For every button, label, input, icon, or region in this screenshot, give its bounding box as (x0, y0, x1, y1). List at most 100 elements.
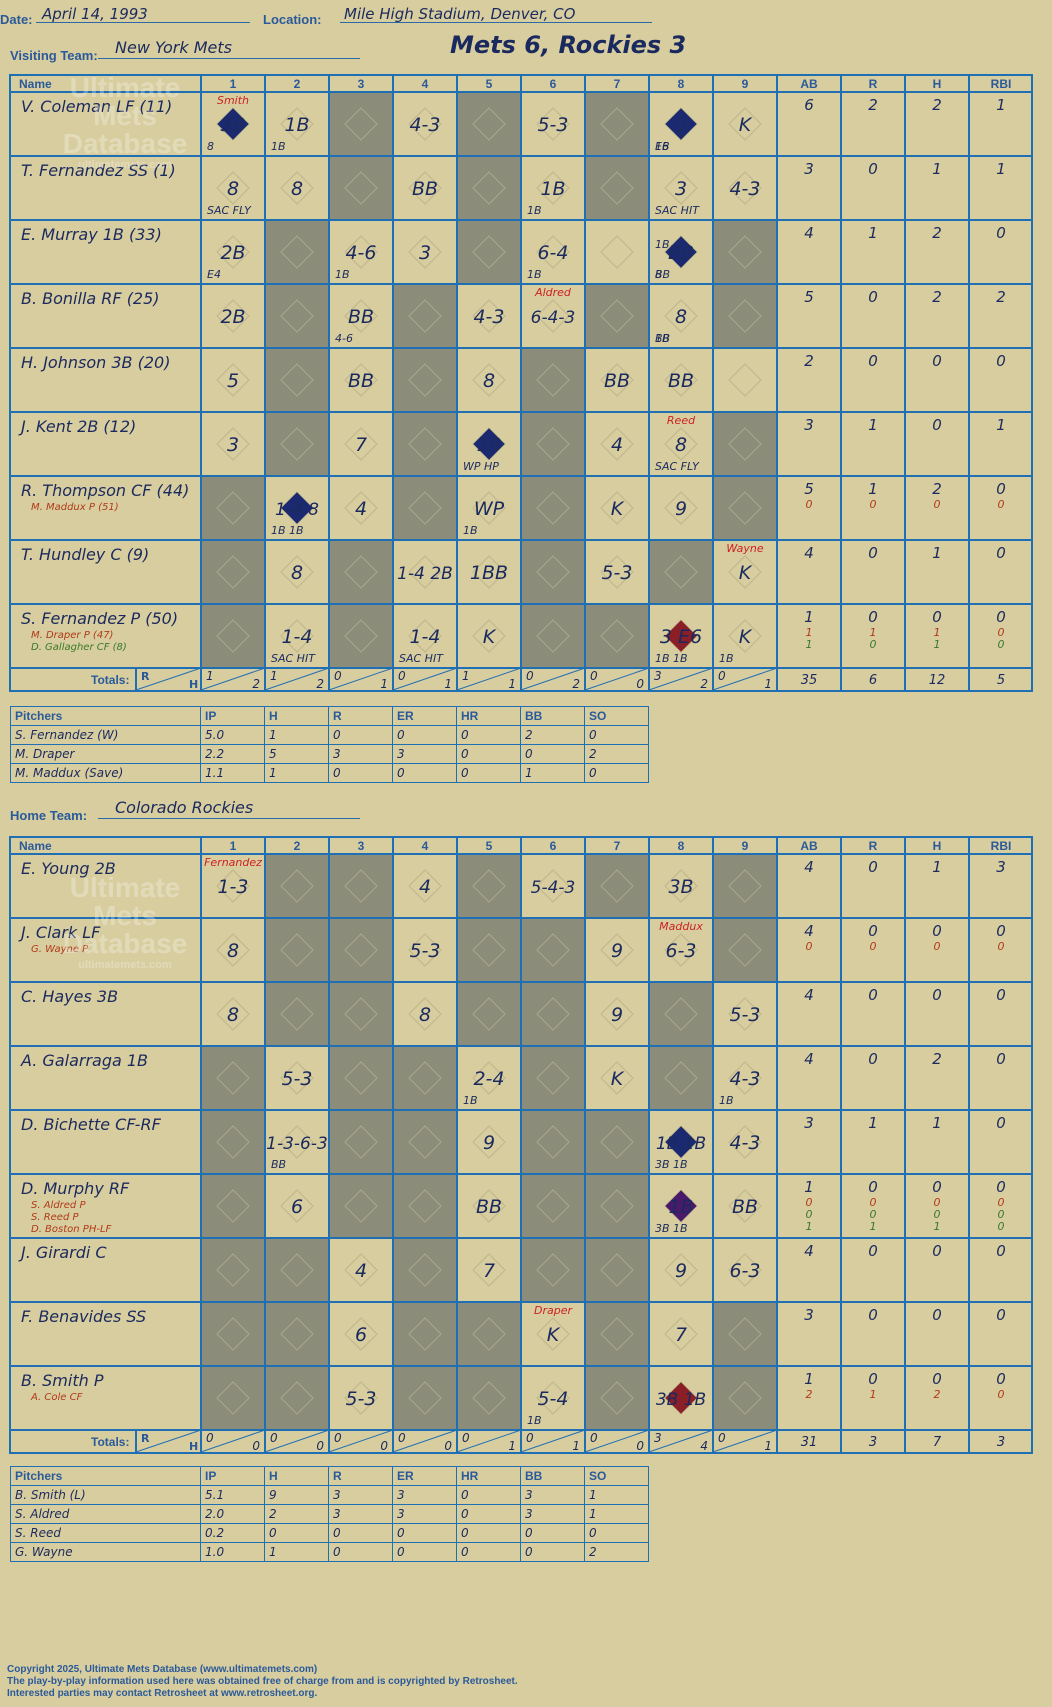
home-play-notation: 3B (668, 876, 693, 898)
visitors-player-stat: 4 (804, 544, 814, 562)
home-diamond (344, 933, 378, 967)
visitors-diamond (536, 427, 570, 461)
home-inning-runs: 0 (334, 1431, 342, 1445)
visitors-pitch-cell: 0 (328, 763, 393, 783)
visitors-diamond (280, 299, 314, 333)
visitors-player-stat: 0 (998, 626, 1005, 639)
visitors-play-notation: 5-3 (537, 114, 568, 136)
visitors-player-stat: 1 (932, 544, 942, 562)
home-player-stat: 0 (806, 940, 813, 953)
home-cell (713, 1366, 777, 1430)
home-pitch-header: SO (584, 1466, 649, 1486)
visitors-play-notation: 8 (291, 178, 303, 200)
visitors-cell (713, 412, 777, 476)
visitors-diamond (600, 619, 634, 653)
visitors-pitch-cell: 1 (264, 763, 329, 783)
visitors-diamond (536, 299, 570, 333)
home-inning-hits: 0 (380, 1439, 388, 1452)
table-row: M. Draper 2.2 5 3 3 0 0 2 (10, 744, 649, 764)
visitors-player-stat: 2 (996, 288, 1006, 306)
visitors-play-note: 1B 1B (655, 652, 688, 665)
footer-copyright: Copyright 2025, Ultimate Mets Database (… (7, 1664, 318, 1675)
home-stat-header: RBI (991, 839, 1012, 853)
home-diamond (664, 997, 698, 1031)
home-cell (521, 1238, 585, 1302)
home-player-stat: 0 (806, 1196, 813, 1209)
home-diamond (536, 933, 570, 967)
visitors-diamond (728, 427, 762, 461)
home-pitch-header: HR (456, 1466, 521, 1486)
visitors-play-notation: 3B (220, 114, 245, 136)
visitors-play-notation: WP (474, 498, 505, 520)
visitors-diamond (664, 235, 698, 269)
home-cell (521, 918, 585, 982)
game-date: April 14, 1993 (42, 5, 148, 23)
home-play-note: 3B 1B (655, 1158, 688, 1171)
visitors-inning-runs: 0 (590, 669, 598, 683)
home-play-notation: BB (732, 1196, 758, 1218)
home-player-stat: 2 (934, 1388, 941, 1401)
visitors-player-stat: 0 (868, 160, 878, 178)
home-player-stat: 1 (806, 1220, 813, 1233)
visitors-diamond (216, 171, 250, 205)
visitors-run-scored (665, 620, 697, 652)
home-player-stat: 0 (998, 940, 1005, 953)
home-diamond (280, 997, 314, 1031)
visitors-player-stat: 2 (932, 224, 942, 242)
visitors-player-stat: 1 (932, 160, 942, 178)
visitors-player-name: V. Coleman LF (11) (21, 97, 172, 116)
visitors-diamond (280, 555, 314, 589)
visitors-diamond (472, 555, 506, 589)
visitors-pitch-header: H (264, 706, 329, 726)
home-player-stat: 0 (996, 1370, 1006, 1388)
visitors-player-stat: 0 (934, 498, 941, 511)
home-diamond (408, 1253, 442, 1287)
home-play-notation: 1-3 (217, 876, 248, 898)
visitors-stat-header: AB (800, 77, 818, 91)
visitors-pitch-header: R (328, 706, 393, 726)
visitors-play-notation: 3 (227, 434, 239, 456)
visitors-diamond (472, 427, 506, 461)
home-cell (457, 982, 521, 1046)
home-inning-header: 5 (486, 839, 493, 853)
visitors-inning-hits: 1 (380, 677, 388, 690)
home-pitch-header: Pitchers (10, 1466, 201, 1486)
visitors-pitch-cell: 1 (520, 763, 585, 783)
visitors-play-notation: K (611, 498, 625, 520)
visitors-inning-runs: 0 (718, 669, 726, 683)
home-player-stat: 0 (806, 1208, 813, 1221)
home-player-stat: 0 (868, 922, 878, 940)
home-play-notation: 5-4 (537, 1388, 568, 1410)
visitors-cell (585, 92, 649, 156)
home-cell (201, 1046, 265, 1110)
home-pitch-header: ER (392, 1466, 457, 1486)
visitors-play-notation: 4-3 (409, 114, 440, 136)
visitors-diamond (280, 491, 314, 525)
home-diamond (728, 1317, 762, 1351)
watermark-logo-top: Ultimate Mets Database ultimatemets.com (62, 72, 188, 172)
visitors-play-notation: K (483, 626, 497, 648)
home-pitch-cell: 0 (584, 1523, 649, 1543)
home-diamond (344, 1253, 378, 1287)
home-pitch-cell: 0 (456, 1523, 521, 1543)
visitors-player-name: T. Fernandez SS (1) (21, 161, 176, 180)
home-cell (585, 1174, 649, 1238)
visitors-diamond (216, 299, 250, 333)
home-play-notation: 6-3 (665, 940, 696, 962)
visitors-play-note: Smith (217, 94, 249, 107)
home-pitch-cell: 2 (264, 1504, 329, 1524)
visitors-player-stat: 2 (868, 96, 878, 114)
visitors-diamond (216, 427, 250, 461)
home-diamond (280, 933, 314, 967)
home-diamond (280, 1317, 314, 1351)
visitors-cell (393, 412, 457, 476)
visitors-inning-runs: 1 (462, 669, 470, 683)
visitors-play-notation: 1B (476, 434, 501, 456)
visitors-play-notation: 3 E6 (660, 626, 702, 648)
game-location: Mile High Stadium, Denver, CO (344, 5, 576, 23)
visitors-pitch-cell: 0 (456, 744, 521, 764)
visitors-player-stat: 0 (932, 352, 942, 370)
visitors-cell (201, 476, 265, 540)
home-diamond (408, 1189, 442, 1223)
visitors-play-notation: 6-4-3 (531, 308, 576, 328)
